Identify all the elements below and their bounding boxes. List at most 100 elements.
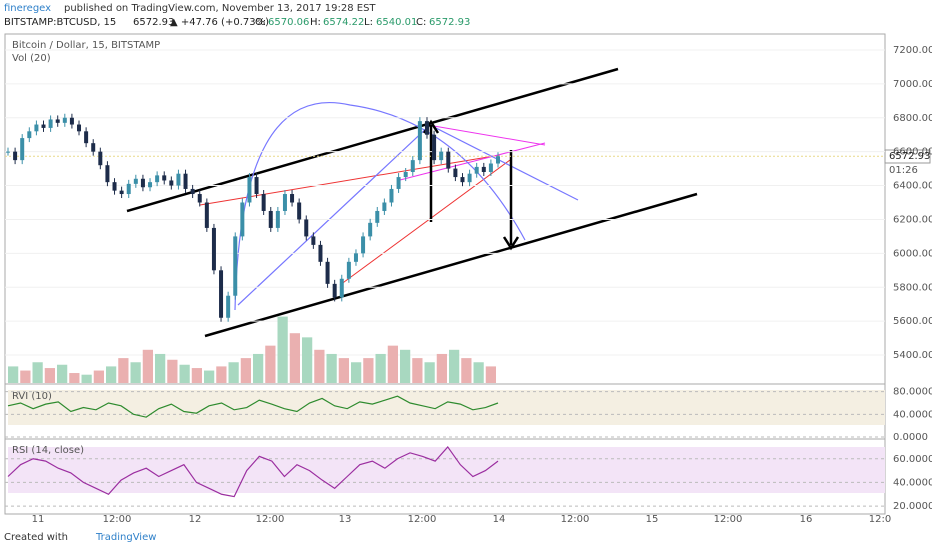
volume-bar xyxy=(81,374,92,383)
candle xyxy=(34,124,39,132)
candle xyxy=(346,261,351,279)
candle xyxy=(254,177,259,195)
volume-bar xyxy=(302,337,313,383)
author[interactable]: fineregex xyxy=(4,3,51,14)
volume-bar xyxy=(289,333,300,383)
volume-bar xyxy=(155,353,166,383)
candle xyxy=(474,166,479,174)
time-tick-label: 12:0 xyxy=(869,514,891,525)
time-tick-label: 14 xyxy=(493,514,506,525)
volume-bar xyxy=(228,362,239,383)
candle xyxy=(290,194,295,203)
footer-brand[interactable]: TradingView xyxy=(95,532,156,543)
candle xyxy=(297,202,302,220)
l-label: L: xyxy=(364,17,373,28)
last-price-label: 6572.93 xyxy=(889,151,930,162)
price-tick-label: 6800.00 xyxy=(893,113,932,124)
l-value: 6540.01 xyxy=(376,17,417,28)
indicator-tick-label: 40.0000 xyxy=(893,409,932,420)
candle xyxy=(140,178,145,188)
indicator-tick-label: 40.0000 xyxy=(893,477,932,488)
time-tick-label: 12:00 xyxy=(714,514,743,525)
candle xyxy=(6,151,10,153)
candle xyxy=(432,134,437,161)
price-tick-label: 5600.00 xyxy=(893,316,932,327)
volume-bar xyxy=(69,373,80,383)
candle xyxy=(98,151,103,166)
time-tick-label: 12:00 xyxy=(561,514,590,525)
main-title: Bitcoin / Dollar, 15, BITSTAMP xyxy=(12,40,160,51)
candle xyxy=(268,210,273,228)
price-tick-label: 6600.00 xyxy=(893,147,932,158)
candle xyxy=(183,173,188,189)
rsi-band xyxy=(8,447,885,493)
indicator-tick-label: 20.0000 xyxy=(893,501,932,512)
volume-bar xyxy=(375,353,386,383)
candle xyxy=(318,244,323,262)
rsi-title: RSI (14, close) xyxy=(12,445,84,456)
volume-bar xyxy=(191,368,202,383)
candle xyxy=(247,177,252,203)
price-tick-label: 5400.00 xyxy=(893,350,932,361)
candle xyxy=(105,165,110,183)
candle xyxy=(13,151,18,161)
candle xyxy=(27,131,32,139)
candle xyxy=(424,121,429,135)
volume-bar xyxy=(106,366,117,383)
h-value: 6574.22 xyxy=(323,17,364,28)
candle xyxy=(69,117,74,125)
candle xyxy=(233,236,238,296)
candle xyxy=(55,119,60,123)
candle xyxy=(481,166,486,172)
volume-bar xyxy=(351,362,362,383)
rvi-title: RVI (10) xyxy=(12,391,52,402)
volume-bar xyxy=(216,366,227,383)
time-tick-label: 11 xyxy=(32,514,45,525)
price-tick-label: 6400.00 xyxy=(893,181,932,192)
volume-bar xyxy=(8,366,19,383)
candle xyxy=(91,143,96,152)
candle xyxy=(417,121,422,161)
indicator-tick-label: 0.0000 xyxy=(893,432,928,443)
o-value: 6570.06 xyxy=(268,17,309,28)
candle xyxy=(439,151,444,161)
volume-bar xyxy=(326,353,337,383)
time-tick-label: 12:00 xyxy=(256,514,285,525)
volume-bar xyxy=(44,368,55,383)
time-tick-label: 13 xyxy=(339,514,352,525)
candle xyxy=(219,270,224,318)
volume-bar xyxy=(400,349,411,383)
candle xyxy=(62,117,67,123)
candle xyxy=(361,236,366,254)
volume-bar xyxy=(424,362,435,383)
candle xyxy=(211,227,216,271)
candle xyxy=(190,188,195,195)
drawings xyxy=(126,67,698,338)
candle xyxy=(496,156,500,164)
price-tick-label: 6000.00 xyxy=(893,248,932,259)
candle xyxy=(176,173,181,186)
volume-bar xyxy=(253,353,264,383)
volume-bar xyxy=(20,370,31,383)
candle xyxy=(304,219,309,237)
time-tick-label: 12:00 xyxy=(103,514,132,525)
time-tick-label: 12 xyxy=(189,514,202,525)
volume-bar xyxy=(461,358,472,383)
volume-bar xyxy=(118,358,129,383)
candle xyxy=(353,253,358,262)
time-tick-label: 15 xyxy=(646,514,659,525)
candle xyxy=(240,202,245,237)
volume-bar xyxy=(449,349,460,383)
candle xyxy=(126,183,131,195)
chart-frame xyxy=(4,33,886,515)
rvi-line xyxy=(7,395,499,418)
candle xyxy=(204,202,209,228)
header-price: 6572.93 xyxy=(133,17,174,28)
candle xyxy=(84,131,89,144)
price-tick-label: 7000.00 xyxy=(893,79,932,90)
indicator-tick-label: 60.0000 xyxy=(893,454,932,465)
volume-bar xyxy=(314,349,325,383)
volume-bar xyxy=(436,353,447,383)
candle xyxy=(119,190,124,195)
